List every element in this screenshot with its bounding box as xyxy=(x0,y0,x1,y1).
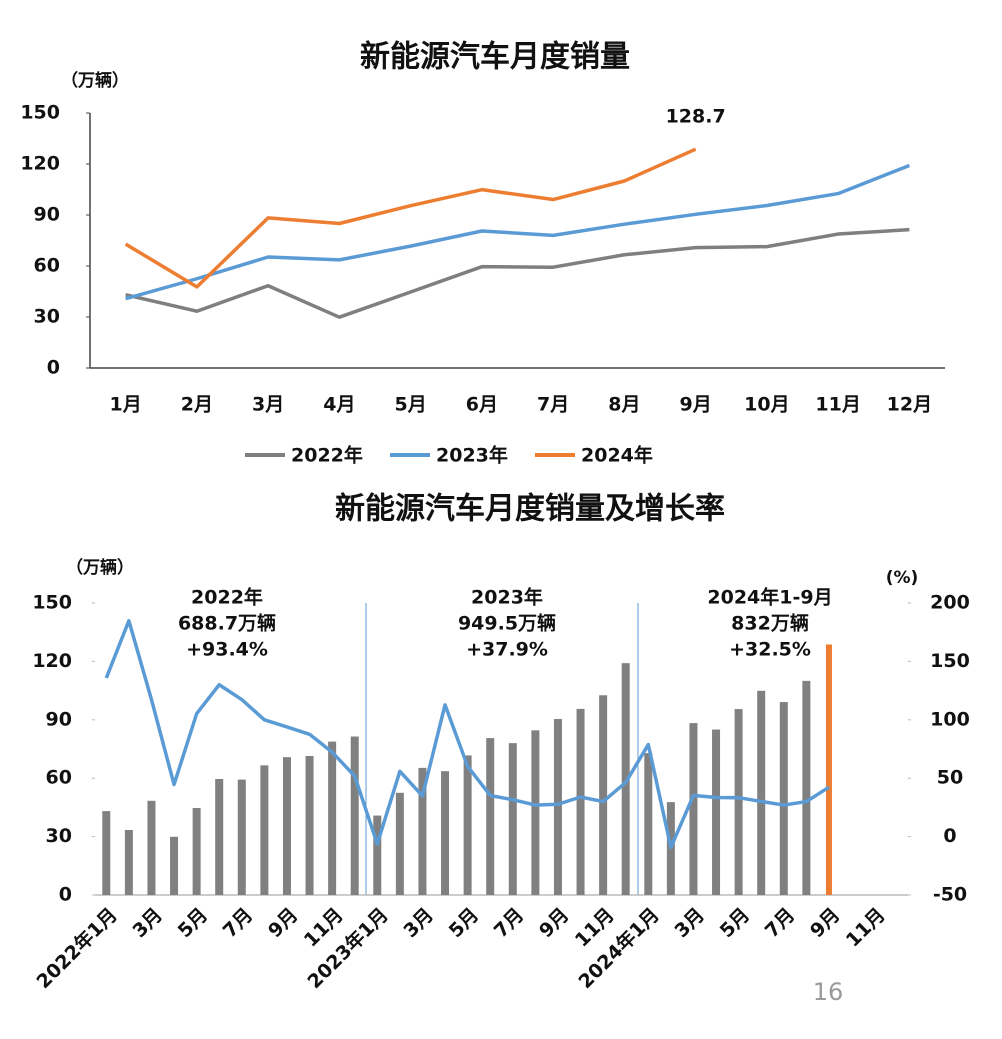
y-axis-label: （万辆） xyxy=(61,70,129,91)
bar xyxy=(102,811,111,895)
x-tick-label: 12月 xyxy=(887,394,932,416)
bar xyxy=(463,755,472,895)
y-tick-label: 150 xyxy=(20,102,60,124)
bar xyxy=(395,792,404,895)
annotation: 2022年 xyxy=(191,586,263,609)
bar xyxy=(712,729,721,895)
x-tick-label: 8月 xyxy=(608,394,640,416)
bar xyxy=(418,767,427,895)
y-tick-label: 30 xyxy=(46,825,72,847)
annotation: +32.5% xyxy=(729,639,811,661)
line-series xyxy=(125,227,910,319)
y-axis-label: （万辆） xyxy=(66,557,134,578)
legend-label: 2023年 xyxy=(436,444,508,467)
bar xyxy=(599,695,608,895)
chart-title: 新能源汽车月度销量 xyxy=(360,40,630,75)
annotation: +37.9% xyxy=(466,639,548,661)
x-tick-label: 6月 xyxy=(466,394,498,416)
y-tick-label: 120 xyxy=(20,153,60,175)
y-tick-label: 90 xyxy=(46,708,72,730)
y2-tick-label: 0 xyxy=(943,825,956,847)
bar xyxy=(373,815,382,895)
bar xyxy=(124,829,133,895)
line-series xyxy=(125,163,911,301)
legend-label: 2022年 xyxy=(291,444,363,467)
bar xyxy=(689,723,698,895)
bar xyxy=(350,736,359,895)
bar xyxy=(825,644,832,895)
bar xyxy=(260,765,269,895)
bar xyxy=(553,719,562,895)
annotation: 832万辆 xyxy=(731,612,809,635)
bar xyxy=(441,771,450,895)
y2-tick-label: 50 xyxy=(937,767,963,789)
x-tick-label: 4月 xyxy=(323,394,355,416)
bar xyxy=(305,756,314,895)
bar xyxy=(170,836,179,895)
bar xyxy=(328,741,337,895)
chart-title: 新能源汽车月度销量及增长率 xyxy=(335,492,725,527)
x-tick-label: 3月 xyxy=(252,394,284,416)
bar xyxy=(779,702,788,895)
bar xyxy=(215,778,224,895)
data-label: 128.7 xyxy=(666,106,726,128)
x-tick-label: 11月 xyxy=(815,394,860,416)
bar xyxy=(486,738,495,895)
bar xyxy=(508,743,517,895)
y2-tick-label: -50 xyxy=(933,884,967,906)
x-tick-label: 9月 xyxy=(680,394,712,416)
annotation: 2023年 xyxy=(471,586,543,609)
bar xyxy=(576,708,585,895)
y-tick-label: 30 xyxy=(34,306,60,328)
bar xyxy=(147,800,156,895)
y-tick-label: 90 xyxy=(34,204,60,226)
y-tick-label: 120 xyxy=(32,650,72,672)
y-tick-label: 60 xyxy=(46,767,72,789)
y2-axis-label: (%) xyxy=(886,568,919,588)
legend-label: 2024年 xyxy=(581,444,653,467)
bar xyxy=(802,680,811,895)
bar xyxy=(237,779,246,895)
annotation: 2024年1-9月 xyxy=(707,586,832,609)
bar xyxy=(644,753,653,895)
annotation: 688.7万辆 xyxy=(178,612,276,635)
y2-tick-label: 150 xyxy=(930,650,970,672)
y-tick-label: 0 xyxy=(59,884,72,906)
y2-tick-label: 200 xyxy=(930,592,970,614)
x-tick-label: 2月 xyxy=(181,394,213,416)
bar xyxy=(757,690,766,895)
line-series xyxy=(124,147,697,289)
x-tick-label: 10月 xyxy=(744,394,789,416)
annotation: 949.5万辆 xyxy=(458,612,556,635)
bar xyxy=(734,709,743,895)
line-series xyxy=(104,619,830,850)
bar xyxy=(531,730,540,895)
page-number: 16 xyxy=(813,978,844,1006)
y-tick-label: 150 xyxy=(32,592,72,614)
bar xyxy=(192,807,201,895)
x-tick-label: 7月 xyxy=(537,394,569,416)
y2-tick-label: 100 xyxy=(930,708,970,730)
x-tick-label: 1月 xyxy=(110,394,142,416)
x-tick-label: 5月 xyxy=(395,394,427,416)
annotation: +93.4% xyxy=(186,639,268,661)
y-tick-label: 60 xyxy=(34,255,60,277)
bar xyxy=(282,757,291,895)
y-tick-label: 0 xyxy=(47,357,60,379)
